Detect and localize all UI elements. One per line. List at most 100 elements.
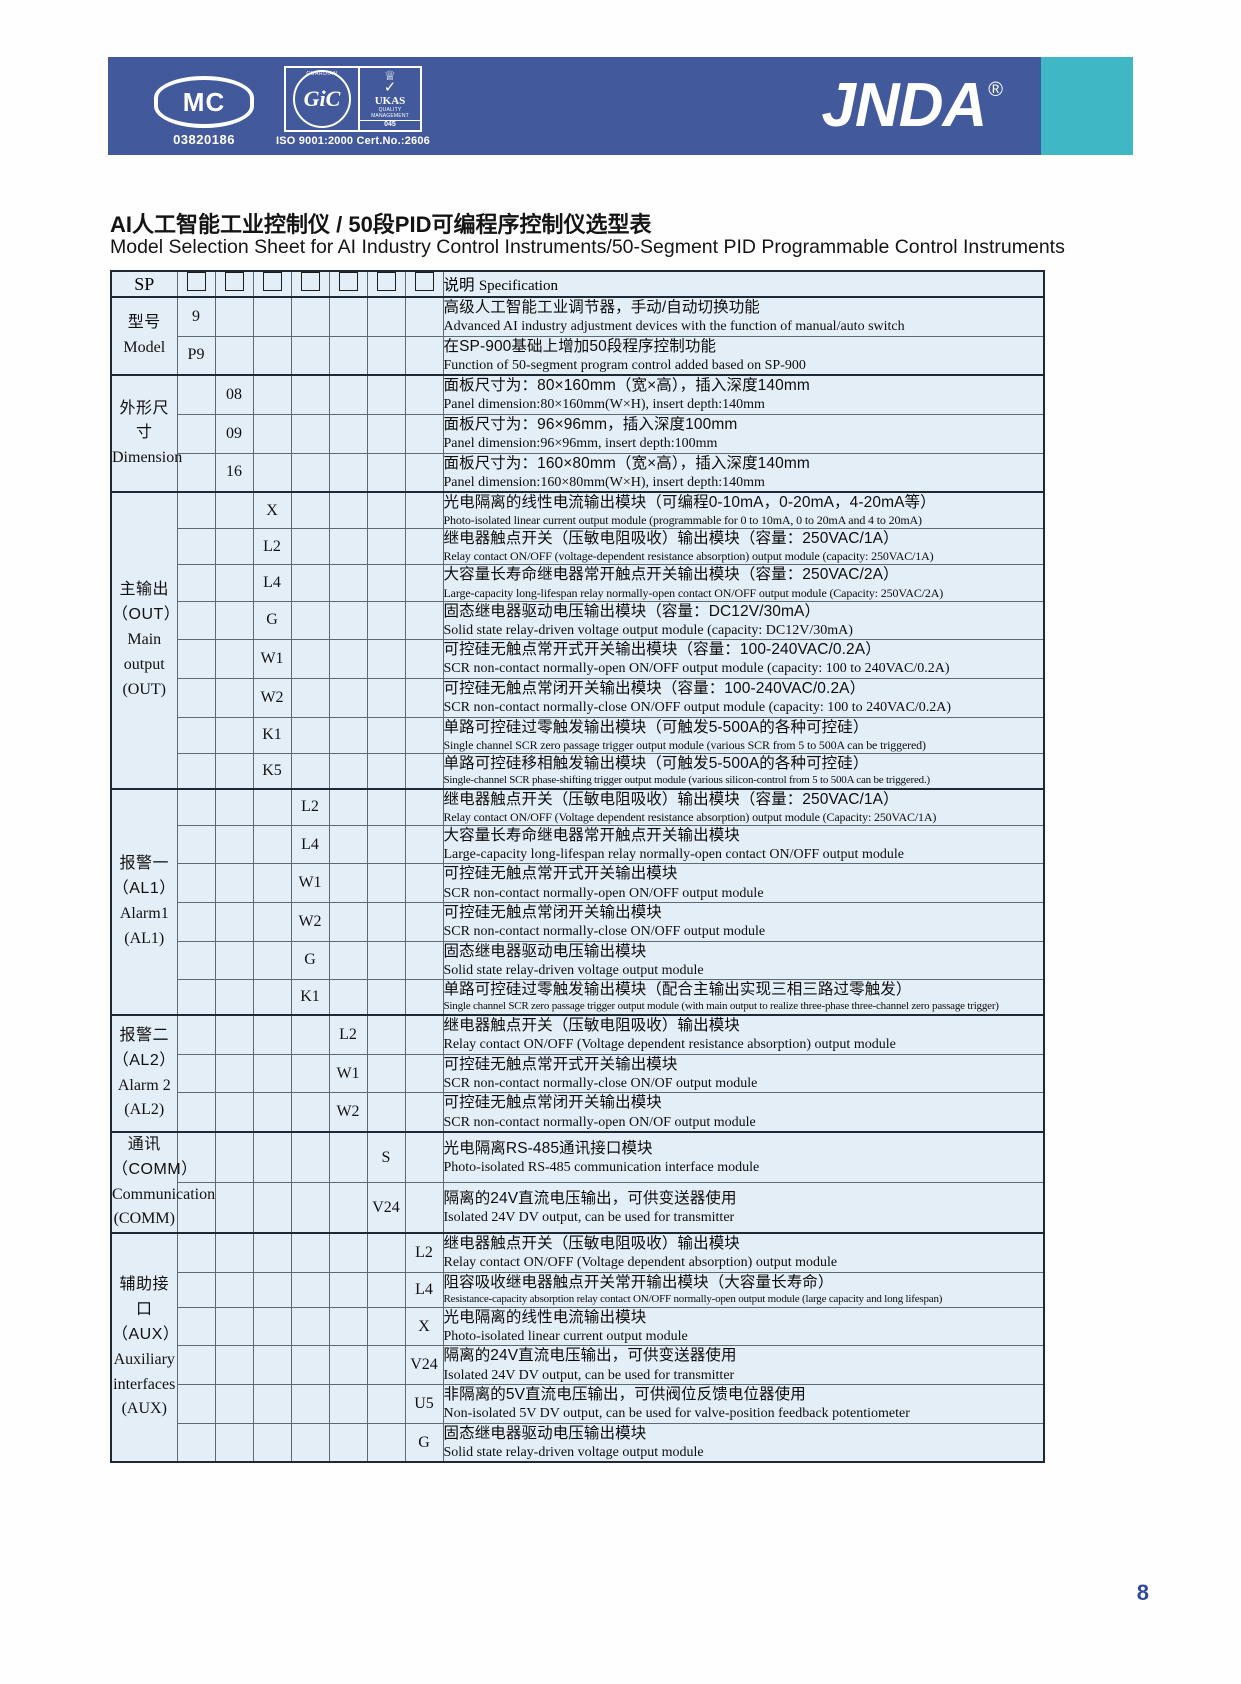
option-code-cell[interactable]: G <box>404 1422 444 1463</box>
group-label-alarm-2-al2: 报警二（AL2） Alarm 2 (AL2) <box>110 1014 178 1133</box>
option-code-cell[interactable]: X <box>252 491 292 530</box>
checkbox-icon[interactable] <box>376 272 396 291</box>
empty-cell <box>176 639 216 679</box>
selection-checkbox-cell-3[interactable] <box>252 270 292 298</box>
brand-name-label: JNDA <box>821 71 987 140</box>
option-code-cell[interactable]: W2 <box>290 902 330 942</box>
empty-cell <box>214 1306 254 1347</box>
option-code-cell[interactable]: L2 <box>252 528 292 566</box>
checkbox-icon[interactable] <box>300 272 320 291</box>
option-code-cell[interactable]: W1 <box>328 1053 368 1094</box>
option-code-cell[interactable]: L4 <box>290 824 330 865</box>
specification-english: Resistance-capacity absorption relay con… <box>443 1293 943 1306</box>
option-code-cell[interactable]: K1 <box>290 979 330 1016</box>
option-code-cell[interactable]: 08 <box>214 374 254 415</box>
checkbox-icon[interactable] <box>262 272 282 291</box>
empty-cell <box>252 374 292 415</box>
option-code-cell[interactable]: P9 <box>176 335 216 376</box>
option-code-cell[interactable]: G <box>252 600 292 641</box>
option-code-cell[interactable]: U5 <box>404 1384 444 1424</box>
option-code-cell[interactable]: K5 <box>252 752 292 790</box>
option-code-cell[interactable]: V24 <box>404 1345 444 1386</box>
empty-cell <box>290 564 330 602</box>
option-code-cell[interactable]: L4 <box>252 564 292 602</box>
specification-cell: 在SP-900基础上增加50段程序控制功能 Function of 50-segm… <box>442 335 1045 376</box>
empty-cell <box>176 1232 216 1273</box>
specification-cell: 面板尺寸为：96×96mm，插入深度100mm Panel dimension:9… <box>442 413 1045 454</box>
selection-checkbox-cell-2[interactable] <box>214 270 254 298</box>
specification-english: SCR non-contact normally-close ON/OF out… <box>443 1075 758 1091</box>
empty-cell <box>252 1014 292 1055</box>
model-selection-table: SP 说明 Specification 型号 Model 9 高级人工智能工业调节器，手… <box>110 270 1045 1464</box>
option-code-cell[interactable]: 9 <box>176 295 216 337</box>
specification-chinese: 可控硅无触点常开式开关输出模块 <box>443 1055 678 1073</box>
specification-chinese: 可控硅无触点常闭开关输出模块（容量：100-240VAC/0.2A） <box>443 679 866 697</box>
specification-chinese: 光电隔离的线性电流输出模块（可编程0-10mA，0-20mA，4-20mA等） <box>443 494 936 512</box>
option-code-cell[interactable]: 16 <box>214 452 254 493</box>
table-row: L4 大容量长寿命继电器常开触点开关输出模块（容量：250VAC/2A） Larg… <box>111 564 1045 602</box>
certification-logos: MC 03820186 GUARDIAN GiC ♕ ✓ UKAS QUALIT… <box>154 65 430 147</box>
empty-cell <box>328 374 368 415</box>
selection-checkbox-cell-6[interactable] <box>366 270 406 298</box>
empty-cell <box>328 824 368 865</box>
selection-checkbox-cell-4[interactable] <box>290 270 330 298</box>
option-code-cell[interactable]: 09 <box>214 413 254 454</box>
option-code-cell[interactable]: W2 <box>252 677 292 718</box>
specification-cell: 大容量长寿命继电器常开触点开关输出模块 Large-capacity long-l… <box>442 824 1045 865</box>
empty-cell <box>328 1306 368 1347</box>
specification-english: Relay contact ON/OFF (Voltage dependent … <box>443 809 937 824</box>
option-code-cell[interactable]: L2 <box>404 1232 444 1273</box>
table-row: G 固态继电器驱动电压输出模块 Solid state relay-driven … <box>111 940 1045 981</box>
empty-cell <box>404 1182 444 1234</box>
option-code-cell[interactable]: W1 <box>252 639 292 679</box>
specification-chinese: 单路可控硅过零触发输出模块（配合主输出实现三相三路过零触发） <box>443 981 912 999</box>
empty-cell <box>176 824 216 865</box>
checkbox-icon[interactable] <box>414 272 434 291</box>
checkbox-icon[interactable] <box>186 272 206 291</box>
specification-english: Large-capacity long-lifespan relay norma… <box>443 585 944 600</box>
empty-cell <box>404 677 444 718</box>
empty-cell <box>252 979 292 1016</box>
empty-cell <box>176 752 216 790</box>
option-code-cell[interactable]: W1 <box>290 863 330 903</box>
iso-certification-logo: GUARDIAN GiC ♕ ✓ UKAS QUALITY MANAGEMENT… <box>276 65 430 147</box>
option-code-cell[interactable]: S <box>366 1131 406 1184</box>
sp-prefix-label: SP <box>110 270 178 298</box>
selection-checkbox-cell-5[interactable] <box>328 270 368 298</box>
empty-cell <box>404 1092 444 1133</box>
specification-chinese: 隔离的24V直流电压输出，可供变送器使用 <box>443 1189 737 1207</box>
empty-cell <box>214 1232 254 1273</box>
option-code-cell[interactable]: G <box>290 940 330 981</box>
table-row: W2 可控硅无触点常闭开关输出模块 SCR non-contact normall… <box>111 902 1045 942</box>
empty-cell <box>290 1306 330 1347</box>
empty-cell <box>214 1345 254 1386</box>
option-code-cell[interactable]: L4 <box>404 1271 444 1308</box>
specification-english: Relay contact ON/OFF (Voltage dependent … <box>443 1255 838 1271</box>
empty-cell <box>176 1306 216 1347</box>
selection-checkbox-cell-7[interactable] <box>404 270 444 298</box>
empty-cell <box>328 902 368 942</box>
empty-cell <box>214 639 254 679</box>
empty-cell <box>176 1422 216 1463</box>
specification-chinese: 在SP-900基础上增加50段程序控制功能 <box>443 337 717 355</box>
empty-cell <box>214 491 254 530</box>
specification-english: Single channel SCR zero passage trigger … <box>443 1000 999 1013</box>
empty-cell <box>214 1092 254 1133</box>
page-header-band: MC 03820186 GUARDIAN GiC ♕ ✓ UKAS QUALIT… <box>108 57 1041 155</box>
option-code-cell[interactable]: L2 <box>290 787 330 826</box>
checkbox-icon[interactable] <box>338 272 358 291</box>
option-code-cell[interactable]: X <box>404 1306 444 1347</box>
empty-cell <box>328 1182 368 1234</box>
option-code-cell[interactable]: L2 <box>328 1014 368 1055</box>
empty-cell <box>252 295 292 337</box>
ukas-name-label: UKAS <box>374 95 406 107</box>
gic-ring-label: GiC <box>292 69 351 128</box>
option-code-cell[interactable]: V24 <box>366 1182 406 1234</box>
specification-chinese: 阻容吸收继电器触点开关常开输出模块（大容量长寿命） <box>443 1273 834 1291</box>
empty-cell <box>404 979 444 1016</box>
option-code-cell[interactable]: W2 <box>328 1092 368 1133</box>
registered-trademark-icon: ® <box>988 79 1003 101</box>
option-code-cell[interactable]: K1 <box>252 716 292 754</box>
selection-checkbox-cell-1[interactable] <box>176 270 216 298</box>
checkbox-icon[interactable] <box>224 272 244 291</box>
